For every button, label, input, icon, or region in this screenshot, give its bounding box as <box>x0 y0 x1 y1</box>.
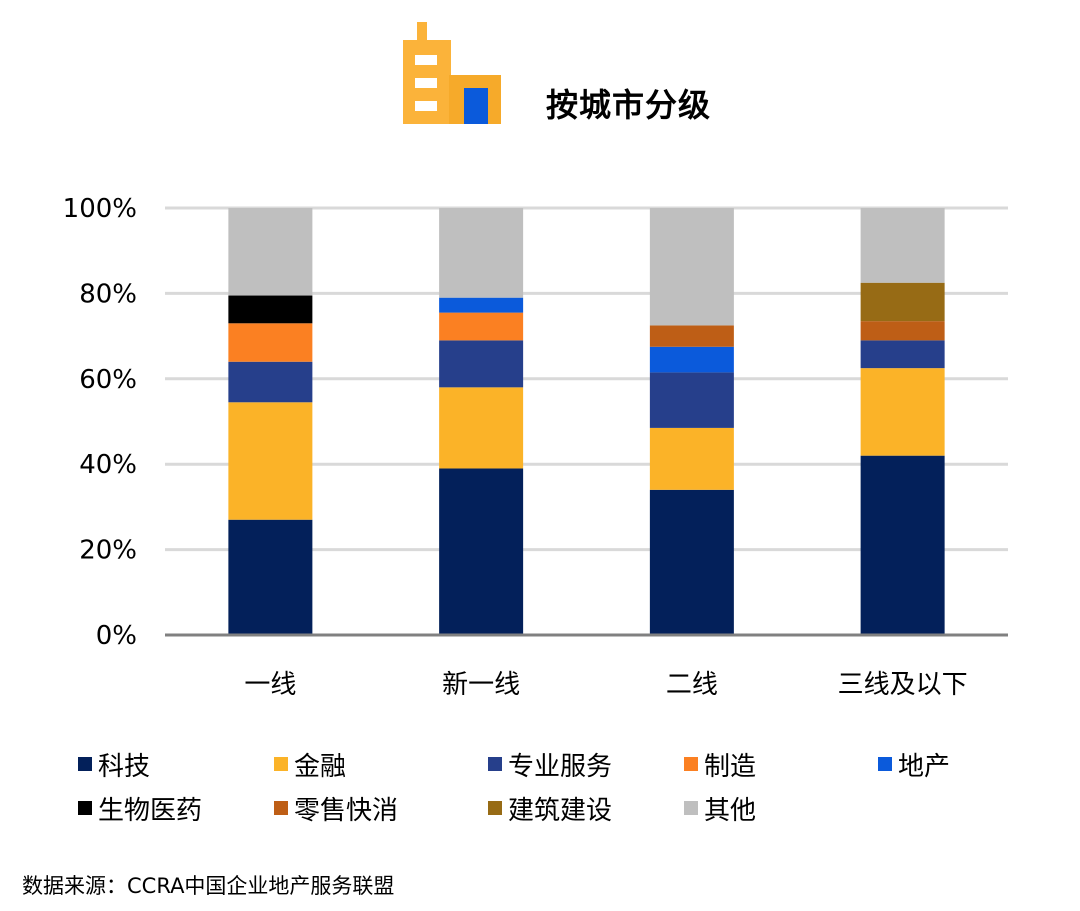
legend-label: 零售快消 <box>294 795 399 826</box>
bar-segment <box>860 321 945 341</box>
bar-segment <box>860 368 945 456</box>
y-tick-label: 20% <box>79 536 137 566</box>
bars <box>228 208 945 635</box>
y-tick-label: 40% <box>79 450 137 480</box>
bar-segment <box>228 361 313 403</box>
legend-item: 专业服务 <box>488 746 612 783</box>
legend-label: 地产 <box>898 751 951 782</box>
y-tick-label: 100% <box>63 194 137 224</box>
bar-stack <box>228 208 313 635</box>
y-tick-label: 80% <box>79 279 137 309</box>
bar-segment <box>649 208 734 326</box>
legend-item: 其他 <box>684 790 756 827</box>
bar-segment <box>439 387 524 469</box>
legend: 科技 金融 专业服务 制造 地产生物医药 零售快消 建筑建设 其他 <box>78 742 978 830</box>
legend-item: 制造 <box>684 746 756 783</box>
bar-segment <box>228 208 313 296</box>
legend-swatch <box>878 757 892 771</box>
bar-segment <box>228 323 313 362</box>
legend-row: 科技 金融 专业服务 制造 地产 <box>78 742 978 786</box>
bar-segment <box>860 282 945 322</box>
legend-item: 科技 <box>78 746 150 783</box>
legend-label: 生物医药 <box>98 795 203 826</box>
legend-swatch <box>78 801 92 815</box>
bar-segment <box>860 208 945 283</box>
legend-label: 专业服务 <box>508 751 613 782</box>
legend-swatch <box>78 757 92 771</box>
bar-segment <box>439 468 524 635</box>
legend-item: 地产 <box>878 746 950 783</box>
x-tick-label: 二线 <box>666 670 718 700</box>
legend-swatch <box>488 801 502 815</box>
bar-segment <box>439 208 524 298</box>
y-tick-label: 0% <box>96 621 137 651</box>
legend-label: 其他 <box>704 795 757 826</box>
y-tick-label: 60% <box>79 365 137 395</box>
building-icon <box>403 22 501 124</box>
bar-segment <box>649 489 734 635</box>
bar-segment <box>228 519 313 635</box>
bar-segment <box>439 312 524 341</box>
legend-item: 金融 <box>274 746 346 783</box>
legend-row: 生物医药 零售快消 建筑建设 其他 <box>78 786 978 830</box>
bar-stack <box>439 208 524 635</box>
legend-swatch <box>684 801 698 815</box>
bar-segment <box>439 297 524 313</box>
legend-label: 制造 <box>704 751 757 782</box>
bar-segment <box>649 325 734 347</box>
legend-item: 零售快消 <box>274 790 398 827</box>
x-tick-label: 三线及以下 <box>838 670 968 700</box>
legend-label: 科技 <box>98 751 151 782</box>
legend-item: 建筑建设 <box>488 790 612 827</box>
bar-segment <box>228 402 313 520</box>
legend-label: 建筑建设 <box>508 795 613 826</box>
legend-swatch <box>488 757 502 771</box>
bar-segment <box>228 295 313 324</box>
bar-segment <box>860 455 945 635</box>
bar-segment <box>649 427 734 490</box>
x-tick-label: 一线 <box>244 670 296 700</box>
source-note: 数据来源：CCRA中国企业地产服务联盟 <box>22 874 395 898</box>
x-tick-label: 新一线 <box>442 670 520 700</box>
stacked-bar-chart: 0% 20% 40% 60% 80% 100% 一线 新一线 二线 三线及以下 <box>63 194 1008 700</box>
bar-stack <box>860 208 945 635</box>
bar-stack <box>649 208 734 635</box>
legend-swatch <box>684 757 698 771</box>
bar-segment <box>649 346 734 373</box>
x-axis-ticks: 一线 新一线 二线 三线及以下 <box>244 670 967 700</box>
legend-swatch <box>274 757 288 771</box>
y-axis-ticks: 0% 20% 40% 60% 80% 100% <box>63 194 137 651</box>
bar-segment <box>649 372 734 428</box>
bar-segment <box>439 340 524 388</box>
legend-item: 生物医药 <box>78 790 202 827</box>
legend-swatch <box>274 801 288 815</box>
chart-title: 按城市分级 <box>546 86 712 124</box>
legend-label: 金融 <box>294 751 347 782</box>
bar-segment <box>860 340 945 369</box>
